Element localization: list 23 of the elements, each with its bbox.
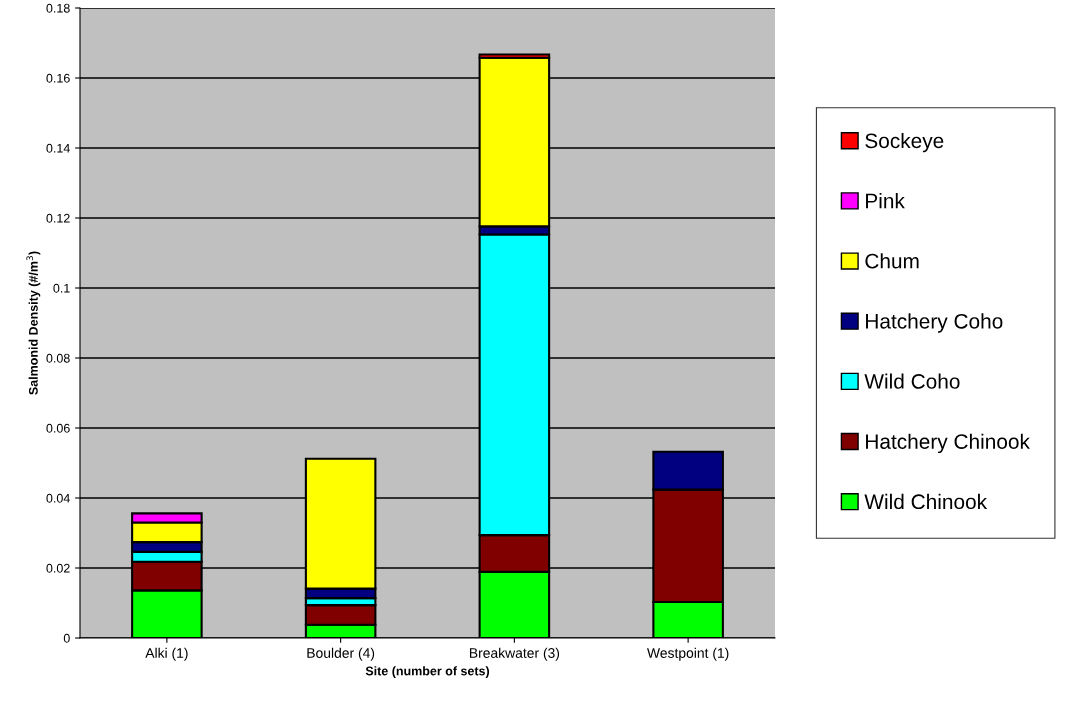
legend-label: Hatchery Chinook (866, 433, 1030, 454)
legend-label: Pink (866, 193, 905, 209)
x-tick-label: Breakwater (3) (469, 647, 560, 661)
legend-label: Wild Coho (864, 373, 960, 389)
x-axis-title: Site (number of sets) (365, 666, 490, 678)
y-tick-label: 0.14 (46, 143, 70, 153)
y-tick-label: 0.16 (46, 73, 70, 83)
y-tick-label: 0.06 (46, 423, 70, 433)
y-axis-title: Salmonid Density (#/m$^{3}$) (26, 251, 41, 395)
legend-label: Chum (865, 253, 919, 269)
y-tick-label: 0 (63, 633, 70, 643)
y-tick-label: 0.1 (53, 283, 70, 293)
x-tick-label: Alki (1) (145, 647, 188, 661)
legend-label: Wild Chinook (864, 493, 988, 510)
y-tick-label: 0.08 (46, 353, 70, 363)
x-tick-label: Westpoint (1) (647, 647, 729, 661)
y-tick-label: 0.02 (46, 563, 70, 573)
legend-label: Sockeye (865, 132, 944, 153)
y-tick-label: 0.18 (46, 3, 70, 13)
legend-label: Hatchery Coho (866, 313, 1003, 333)
y-tick-label: 0.04 (46, 493, 70, 503)
x-tick-label: Boulder (4) (307, 647, 375, 661)
y-tick-label: 0.12 (46, 213, 70, 223)
